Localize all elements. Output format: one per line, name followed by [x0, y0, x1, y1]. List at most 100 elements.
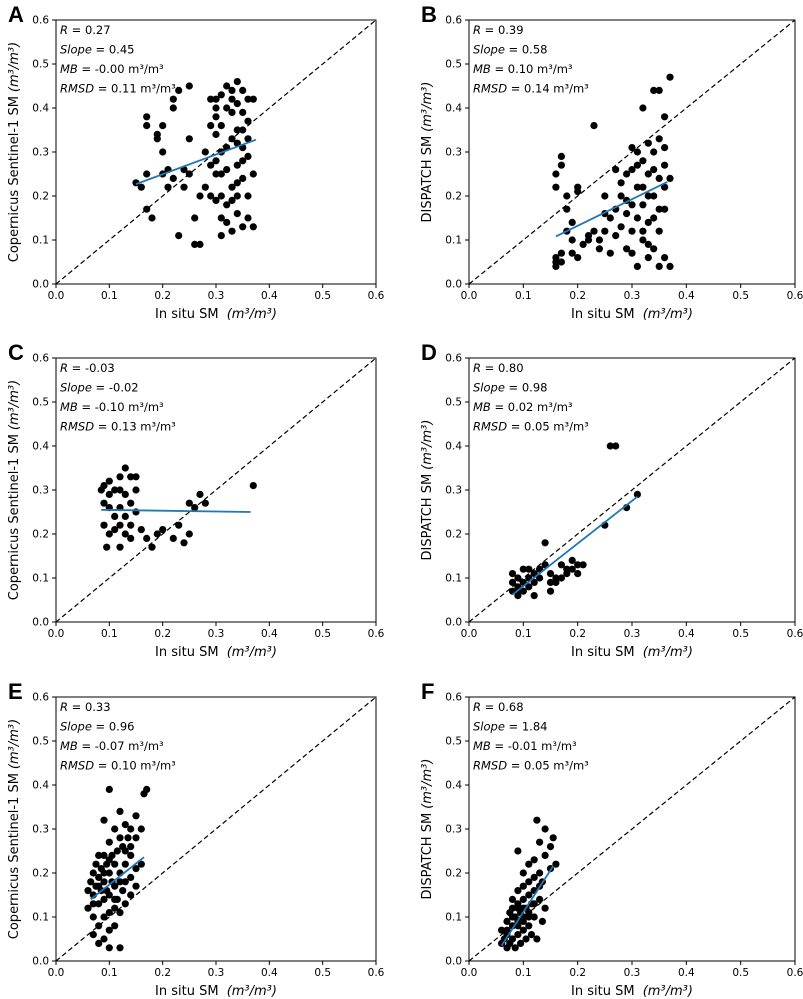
data-point — [169, 104, 177, 112]
data-point — [655, 174, 663, 182]
data-point — [143, 785, 151, 794]
data-point — [563, 192, 571, 200]
x-tick-label: 0.0 — [48, 290, 65, 302]
y-tick-label: 0.0 — [32, 956, 49, 968]
data-point — [148, 214, 156, 222]
data-point — [612, 166, 620, 174]
y-axis-label: Copernicus Sentinel-1 SM (m³/m³) — [7, 42, 22, 262]
data-point — [212, 196, 220, 204]
identity-line — [469, 20, 795, 284]
x-tick-label: 0.2 — [154, 967, 171, 979]
data-point — [661, 183, 669, 191]
data-point — [249, 482, 257, 490]
data-point — [212, 95, 220, 103]
data-point — [233, 210, 241, 218]
data-point — [514, 574, 522, 582]
data-point — [644, 192, 652, 200]
y-axis-label-text: Copernicus Sentinel-1 SM — [7, 96, 22, 262]
data-point — [132, 473, 140, 481]
data-point — [552, 262, 560, 270]
data-point — [233, 192, 241, 200]
y-tick-label: 0.0 — [445, 279, 462, 291]
stat-mb: MB = 0.02 m³/m³ — [473, 400, 573, 414]
y-tick-label: 0.6 — [32, 353, 49, 365]
x-tick-label: 0.4 — [678, 967, 695, 979]
data-point — [514, 931, 522, 939]
stat-mb: MB = -0.01 m³/m³ — [473, 739, 577, 753]
data-point — [601, 192, 609, 200]
data-point — [116, 834, 124, 842]
y-tick-label: 0.0 — [445, 956, 462, 968]
y-tick-label: 0.6 — [32, 692, 49, 704]
regression-line — [90, 856, 145, 901]
y-tick-label: 0.5 — [445, 397, 462, 409]
data-point — [655, 86, 663, 94]
data-point — [105, 869, 113, 877]
y-tick-label: 0.2 — [32, 529, 49, 541]
data-point — [666, 262, 674, 270]
data-point — [217, 122, 225, 130]
data-point — [100, 878, 108, 886]
data-point — [185, 530, 193, 538]
regression-line — [101, 508, 251, 513]
y-tick-label: 0.1 — [445, 912, 462, 924]
data-point — [508, 578, 517, 587]
data-point — [536, 574, 544, 582]
data-point — [552, 860, 560, 868]
data-point — [536, 869, 544, 877]
data-point — [92, 860, 100, 868]
y-axis-label-unit: (m³/m³) — [420, 420, 435, 470]
data-point — [623, 245, 631, 253]
data-point — [100, 482, 108, 490]
data-point — [590, 227, 598, 235]
stat-value: = 0.05 m³/m³ — [507, 420, 589, 434]
data-point — [239, 157, 247, 165]
data-point — [639, 183, 647, 191]
data-point — [121, 860, 129, 868]
data-point — [127, 534, 135, 543]
regression-line — [511, 495, 638, 596]
data-point — [87, 878, 95, 886]
stat-name: R — [473, 361, 481, 375]
data-point — [212, 104, 220, 112]
data-point — [191, 240, 199, 248]
data-point — [105, 530, 113, 538]
data-point — [111, 904, 119, 912]
y-tick-label: 0.0 — [445, 617, 462, 629]
data-point — [525, 913, 533, 921]
data-point — [105, 944, 113, 952]
panel-letter: D — [421, 340, 437, 365]
y-tick-label: 0.3 — [32, 824, 49, 836]
data-point — [159, 122, 167, 130]
y-axis-label: DISPATCH SM (m³/m³) — [420, 82, 435, 223]
data-point — [639, 236, 647, 244]
stat-slope: Slope = -0.02 — [60, 381, 139, 395]
data-point — [568, 236, 576, 244]
data-point — [517, 939, 525, 948]
data-point — [132, 865, 140, 873]
x-axis-label-unit: (m³/m³) — [643, 645, 693, 660]
y-tick-label: 0.6 — [32, 15, 49, 27]
stat-r: R = -0.03 — [60, 361, 115, 375]
data-point — [655, 262, 663, 270]
y-tick-label: 0.1 — [32, 235, 49, 247]
data-point — [105, 891, 113, 899]
stat-name: Slope — [60, 381, 92, 395]
data-point — [239, 126, 247, 134]
y-axis-label: Copernicus Sentinel-1 SM (m³/m³) — [7, 380, 22, 600]
y-tick-label: 0.3 — [445, 824, 462, 836]
x-tick-label: 0.1 — [515, 290, 532, 302]
data-point — [617, 179, 625, 187]
data-point — [546, 843, 555, 851]
data-point — [111, 825, 119, 833]
x-axis-label: In situ SM (m³/m³) — [155, 645, 277, 660]
data-point — [239, 174, 247, 182]
data-point — [127, 873, 135, 882]
data-point — [153, 530, 161, 538]
data-point — [574, 570, 582, 578]
data-point — [655, 135, 663, 143]
stat-value: = 0.02 m³/m³ — [491, 400, 573, 414]
data-point — [127, 891, 135, 899]
data-point — [533, 935, 541, 943]
data-point — [552, 170, 560, 178]
